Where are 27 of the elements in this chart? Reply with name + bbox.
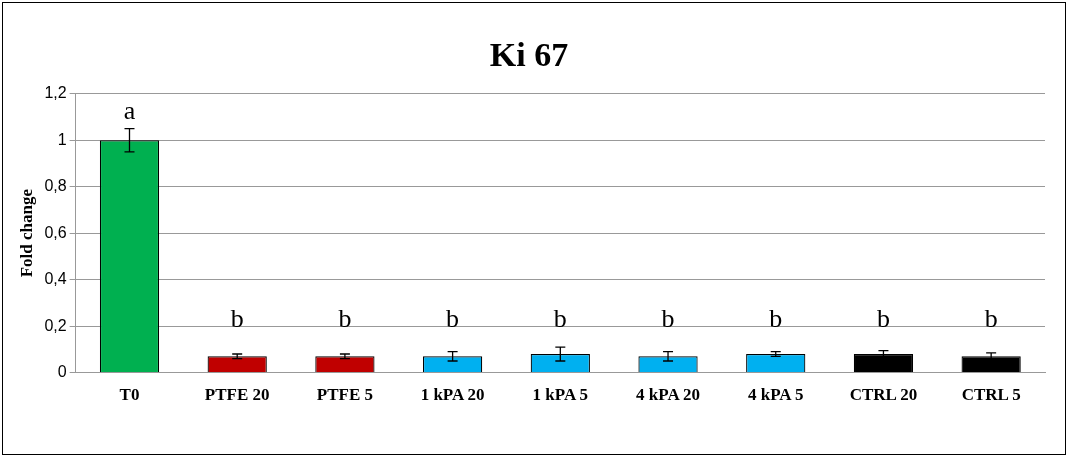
x-tick-label: PTFE 5 — [316, 385, 374, 405]
annotation: b — [876, 304, 890, 334]
x-tick-label: CTRL 5 — [961, 385, 1021, 405]
y-tick-label: 0,4 — [44, 270, 67, 288]
annotation: b — [769, 304, 783, 334]
y-tick-label: 1 — [57, 130, 67, 148]
y-tick-label: 0,2 — [44, 316, 67, 334]
x-tick-label: T0 — [119, 385, 140, 405]
annotation: a — [123, 96, 136, 126]
x-tick-label: CTRL 20 — [849, 385, 918, 405]
y-tick-label: 0 — [57, 363, 67, 381]
x-tick-label: 4 kPA 20 — [636, 385, 700, 405]
chart-title: Ki 67 — [489, 36, 569, 74]
annotation: b — [553, 304, 567, 334]
annotation: b — [984, 304, 998, 334]
y-tick-label: 0,8 — [44, 177, 67, 195]
x-tick-label: 1 kPA 20 — [420, 385, 485, 405]
annotation: b — [661, 304, 675, 334]
y-tick-label: 1,2 — [44, 84, 67, 102]
x-tick-label: 4 kPA 5 — [748, 385, 804, 405]
y-tick-label: 0,6 — [44, 223, 67, 241]
y-axis-title: Fold change — [16, 188, 36, 278]
x-tick-label: PTFE 20 — [204, 385, 270, 405]
annotation: b — [230, 304, 244, 334]
annotation: b — [446, 304, 460, 334]
x-tick-label: 1 kPA 5 — [532, 385, 589, 405]
annotation: b — [338, 304, 352, 334]
